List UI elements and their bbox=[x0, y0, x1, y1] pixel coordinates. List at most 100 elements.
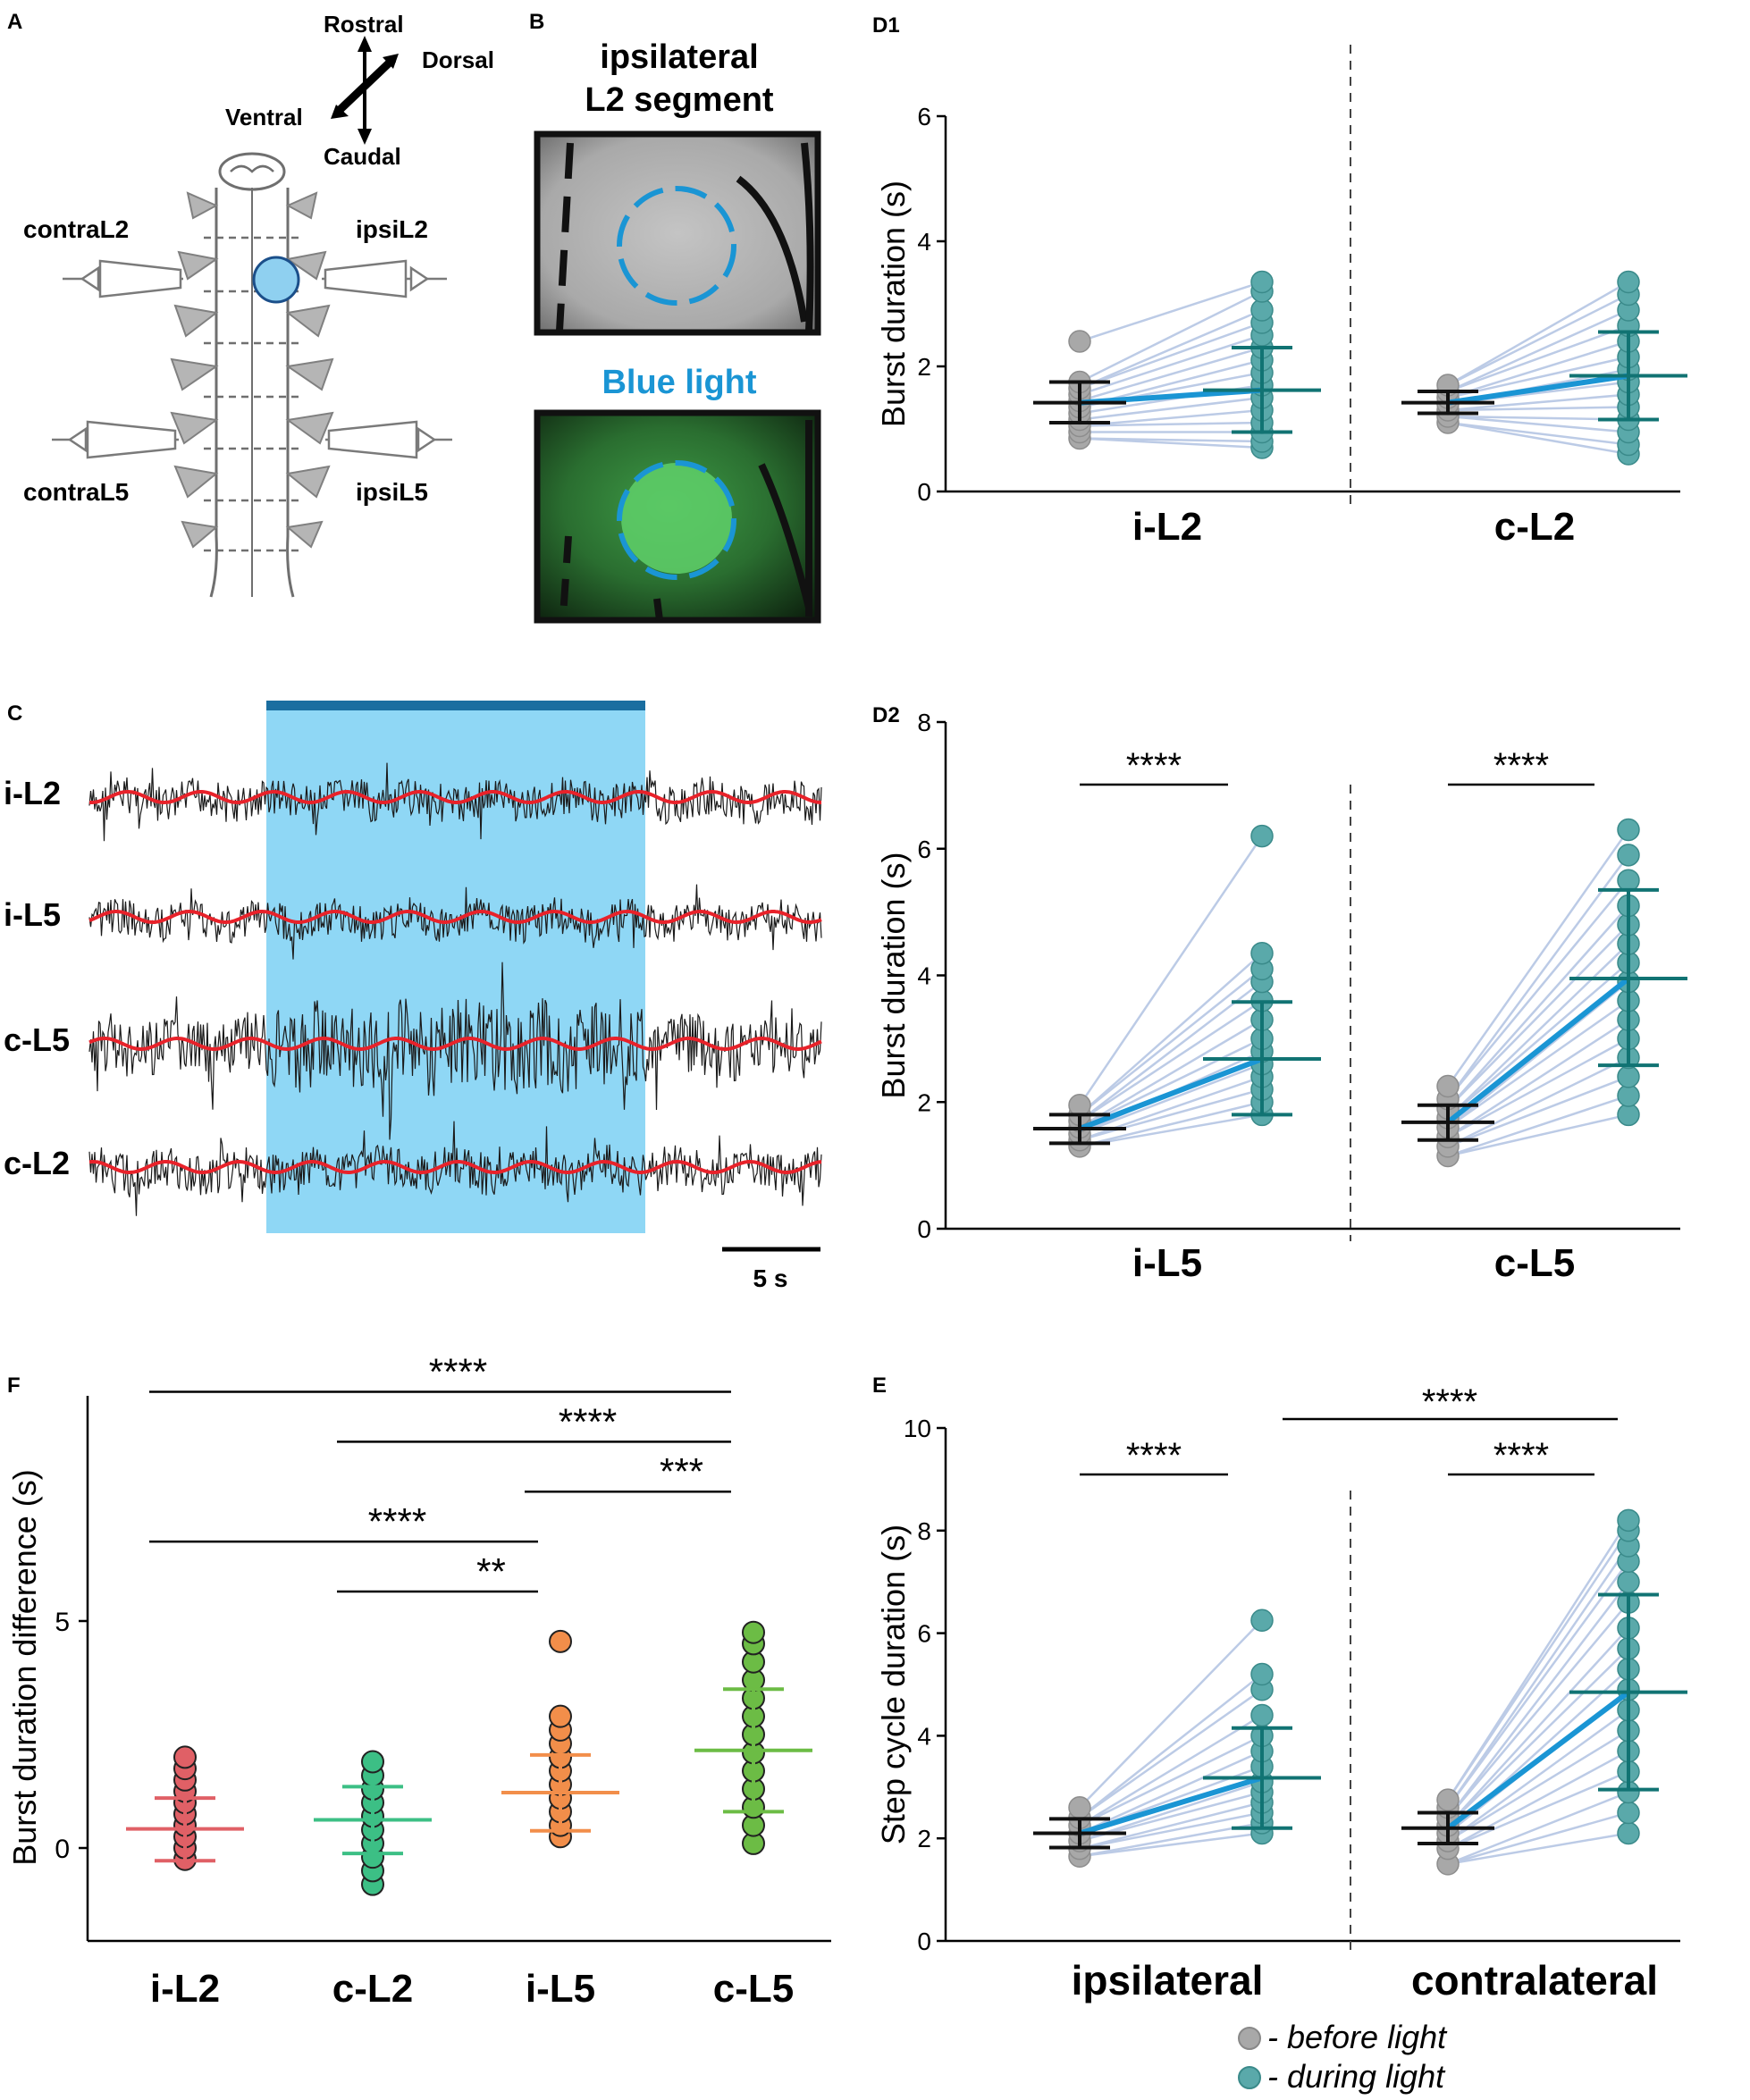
x-group-label: ipsilateral bbox=[1072, 1957, 1264, 2003]
during-point bbox=[1250, 1609, 1274, 1632]
panel-b-title-line2: L2 segment bbox=[585, 81, 774, 119]
pair-line bbox=[1447, 1791, 1629, 1866]
pair-line bbox=[1079, 1750, 1263, 1835]
pair-line bbox=[1447, 1601, 1629, 1819]
envelope-trace-i-L5 bbox=[88, 910, 822, 924]
mean-connector bbox=[1079, 387, 1263, 406]
pair-line bbox=[1079, 321, 1263, 390]
y-axis-title: Burst duration (s) bbox=[875, 181, 912, 427]
group-i-L5: i-L5 **** bbox=[1033, 746, 1321, 1285]
panel-c-label: C bbox=[7, 701, 22, 726]
y-tick-label: 8 bbox=[917, 709, 931, 736]
pair-line bbox=[1447, 393, 1629, 412]
contra-l2-label: contraL2 bbox=[23, 215, 129, 243]
y-tick-label: 4 bbox=[917, 962, 931, 990]
group-contralateral: contralateral **** bbox=[1401, 1436, 1687, 2003]
envelope-trace-i-L2 bbox=[88, 790, 821, 804]
legend-during-label: - during light bbox=[1267, 2058, 1446, 2095]
significance-stars: **** bbox=[1126, 1436, 1182, 1475]
y-tick-label: 0 bbox=[917, 478, 931, 506]
pair-line bbox=[1079, 1714, 1263, 1827]
pair-line bbox=[1447, 1094, 1629, 1157]
group-c-L5: c-L5 **** bbox=[1401, 746, 1687, 1285]
pair-line bbox=[1447, 1113, 1629, 1157]
y-tick-label: 5 bbox=[55, 1608, 70, 1637]
diff-point bbox=[549, 1629, 572, 1653]
pair-line bbox=[1079, 968, 1263, 1116]
panel-b: B ipsilateral L2 segment Blue light bbox=[529, 10, 821, 624]
pair-line bbox=[1447, 293, 1629, 387]
pair-line bbox=[1079, 333, 1263, 396]
blue-light-label: Blue light bbox=[602, 364, 756, 401]
chart-F: 0 5 Burst duration difference (s) i-L2 c-L2 i… bbox=[6, 1350, 831, 2011]
pair-line bbox=[1447, 923, 1629, 1110]
pair-line bbox=[1447, 1811, 1629, 1866]
pair-line bbox=[1079, 999, 1263, 1122]
illuminated-area bbox=[621, 463, 732, 574]
suction-electrodes bbox=[52, 259, 452, 459]
light-on-bar bbox=[266, 701, 645, 710]
pair-line bbox=[1079, 290, 1263, 383]
comparison-stars: **** bbox=[429, 1350, 487, 1392]
pair-line bbox=[1447, 324, 1629, 393]
pair-line bbox=[1447, 943, 1629, 1119]
rostral-label: Rostral bbox=[324, 11, 404, 38]
brightfield-landmarks bbox=[556, 142, 814, 332]
pair-line bbox=[1446, 828, 1630, 1088]
contra-l5-label: contraL5 bbox=[23, 478, 129, 506]
during-point bbox=[1617, 1570, 1640, 1593]
x-group-label: c-L2 bbox=[1494, 505, 1575, 549]
group-i-L2: i-L2 bbox=[126, 1745, 244, 2011]
panel-label-E: E bbox=[872, 1373, 887, 1398]
during-point bbox=[1617, 1103, 1640, 1127]
pair-line bbox=[1447, 421, 1629, 446]
ipsi-l2-label: ipsiL2 bbox=[356, 215, 428, 243]
pair-line bbox=[1079, 1037, 1263, 1129]
legend: - before light - during light bbox=[1238, 2019, 1448, 2095]
pair-line bbox=[1447, 308, 1629, 393]
raw-trace-c-L2 bbox=[88, 1121, 822, 1216]
y-tick-label: 8 bbox=[917, 1517, 931, 1545]
chart-E: 0 2 4 6 8 10 Step cycle duration (s) ipsilatera… bbox=[875, 1382, 1687, 2003]
pair-line bbox=[1447, 1037, 1629, 1138]
diff-point bbox=[549, 1704, 572, 1728]
y-axis-title: Burst duration difference (s) bbox=[6, 1469, 43, 1866]
panel-label-F: F bbox=[7, 1373, 21, 1398]
pair-line bbox=[1446, 1519, 1630, 1801]
x-group-label: c-L5 bbox=[1494, 1241, 1575, 1285]
pair-line bbox=[1079, 346, 1263, 402]
pair-line bbox=[1079, 1801, 1263, 1850]
y-tick-label: 2 bbox=[917, 353, 931, 381]
pair-line bbox=[1079, 1811, 1263, 1850]
during-point bbox=[1617, 1508, 1640, 1533]
pair-line bbox=[1447, 1750, 1629, 1850]
illumination-spot bbox=[252, 256, 300, 304]
pair-line bbox=[1079, 1088, 1263, 1141]
y-tick-label: 0 bbox=[917, 1928, 931, 1955]
pair-line bbox=[1447, 406, 1629, 412]
group-c-L2: c-L2 bbox=[1401, 270, 1687, 549]
panel-b-title-line1: ipsilateral bbox=[600, 38, 758, 76]
mean-connector bbox=[1446, 976, 1630, 1125]
y-tick-label: 4 bbox=[917, 228, 931, 256]
between-significance-stars: **** bbox=[1422, 1382, 1477, 1422]
fluorescence-landmarks bbox=[559, 420, 812, 621]
spinal-cord-diagram bbox=[170, 152, 334, 598]
during-point bbox=[1617, 270, 1640, 294]
pair-line bbox=[1079, 437, 1263, 443]
x-group-label: i-L2 bbox=[150, 1967, 220, 2011]
pair-line bbox=[1079, 980, 1263, 1122]
group-ipsilateral: ipsilateral **** bbox=[1033, 1436, 1321, 2003]
comparison-stars: ** bbox=[476, 1550, 506, 1592]
diff-point bbox=[173, 1745, 197, 1769]
pair-line bbox=[1079, 1688, 1263, 1819]
pair-line bbox=[1079, 396, 1263, 421]
pair-line bbox=[1079, 421, 1263, 427]
pair-line bbox=[1447, 1709, 1629, 1843]
chart-D1: 0 2 4 6 Burst duration (s) i-L2 c-L2 bbox=[875, 45, 1687, 549]
pair-line bbox=[1447, 415, 1629, 433]
during-point bbox=[1617, 1084, 1640, 1107]
during-point bbox=[1250, 1703, 1274, 1727]
legend-during-marker bbox=[1238, 2066, 1261, 2089]
legend-before-marker bbox=[1238, 2027, 1261, 2050]
